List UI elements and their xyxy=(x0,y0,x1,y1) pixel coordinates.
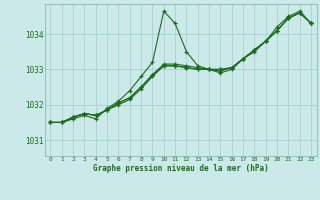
X-axis label: Graphe pression niveau de la mer (hPa): Graphe pression niveau de la mer (hPa) xyxy=(93,164,269,173)
